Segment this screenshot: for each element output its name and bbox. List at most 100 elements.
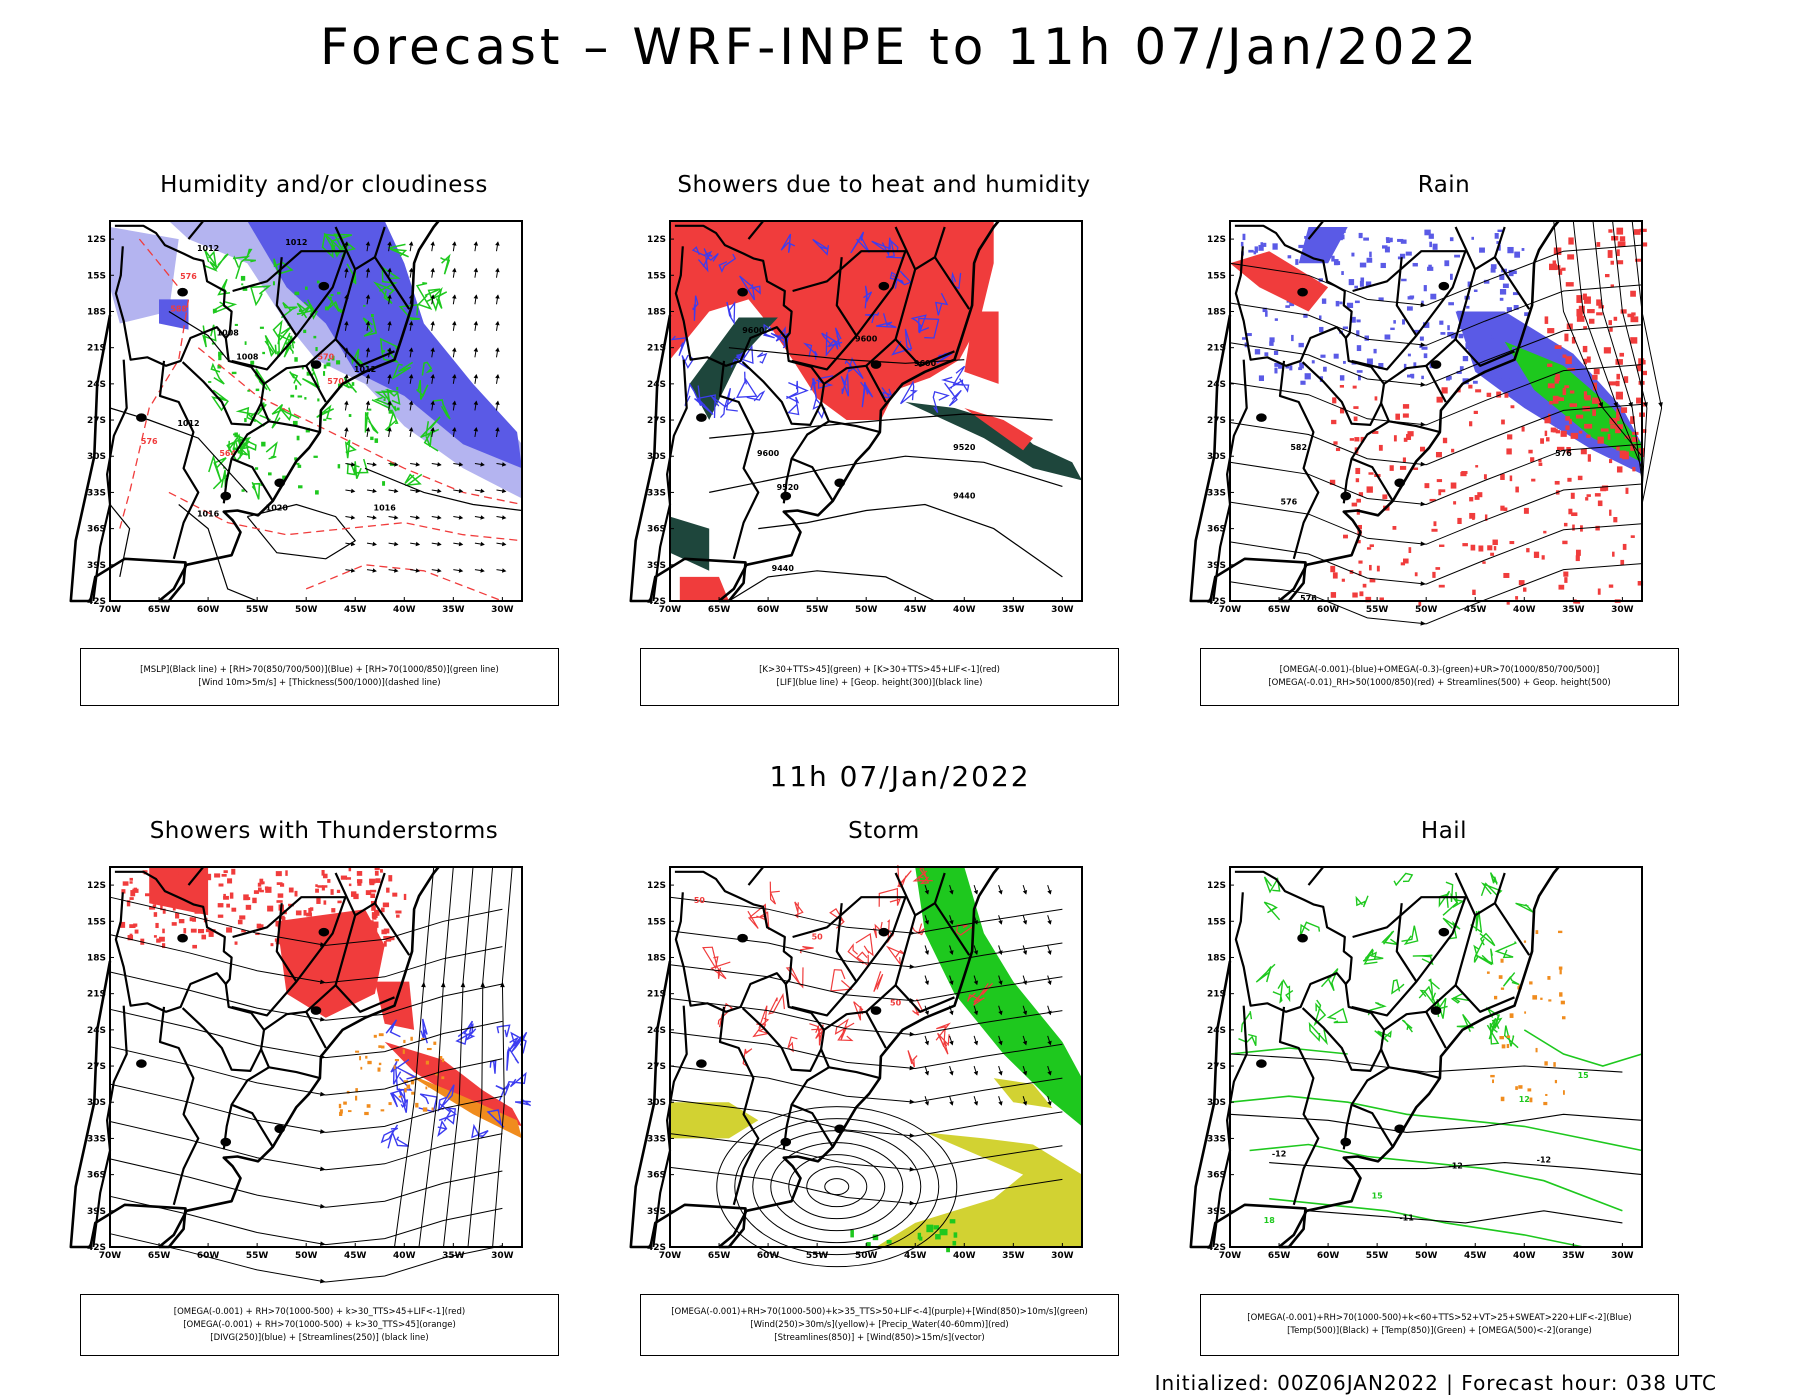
lat-tick-label: 27S <box>87 416 106 426</box>
lon-tick-label: 65W <box>1268 1251 1291 1261</box>
contour-label: 1008 <box>217 329 240 338</box>
panel-title: Showers with Thunderstorms <box>149 818 499 844</box>
contour-label: 588 <box>170 304 187 313</box>
contour-label: 50 <box>812 932 824 941</box>
lat-tick-label: 33S <box>1207 488 1226 498</box>
contour-label: -11 <box>1399 1213 1414 1222</box>
contour-label: 15 <box>1578 1071 1590 1080</box>
lon-tick-label: 35W <box>1002 1251 1025 1261</box>
contour-label: 15 <box>1372 1192 1384 1201</box>
lon-tick-label: 70W <box>659 605 682 615</box>
lat-tick-label: 30S <box>647 1098 666 1108</box>
legend-caption: [MSLP](Black line) + [RH>70(850/700/500)… <box>80 648 559 706</box>
caption-line: [OMEGA(-0.01)_RH>50(1000/850)(red) + Str… <box>1268 678 1611 688</box>
lat-tick-label: 21S <box>647 990 666 1000</box>
map-hail: -12 -12 -12 -11 12 15 15 18 12S 15S 18S 21S 24S 27S 30… <box>1189 866 1643 1261</box>
lon-tick-label: 30W <box>1611 1251 1634 1261</box>
contour-label: 50 <box>694 896 706 905</box>
lat-tick-label: 18S <box>1207 953 1226 963</box>
legend-caption: [OMEGA(-0.001)+RH>70(1000-500)+k>35_TTS>… <box>640 1294 1119 1356</box>
lat-tick-label: 39S <box>647 561 666 571</box>
caption-line: [Wind(250)>30m/s](yellow)+ [Precip_Water… <box>750 1319 1009 1330</box>
map-rain: 582 576 576 576 12S 15S 18S 21S 24S 27S 30S 33S 36S 3… <box>1189 220 1663 626</box>
panel-title: Humidity and/or cloudiness <box>160 172 488 198</box>
contour-label: 1020 <box>266 504 289 513</box>
lat-tick-label: 39S <box>87 1207 106 1217</box>
map-humidity: 1012101210081008101210161020101610125765… <box>69 220 523 615</box>
lat-tick-label: 18S <box>87 307 106 317</box>
lat-tick-label: 12S <box>647 235 666 245</box>
lat-tick-label: 15S <box>87 917 106 927</box>
lon-tick-label: 50W <box>1415 605 1438 615</box>
contour-label: 564 <box>219 449 236 458</box>
lat-tick-label: 24S <box>1207 380 1226 390</box>
caption-line: [OMEGA(-0.001) + RH>70(1000-500) + k>30_… <box>183 1319 456 1330</box>
lat-tick-label: 15S <box>647 917 666 927</box>
lat-tick-label: 15S <box>1207 917 1226 927</box>
map-storm: 50 50 50 12S 15S 18S 21S 24S 27S 30S 33S 36S 39S 42S7… <box>629 865 1083 1268</box>
lon-tick-label: 45W <box>344 605 367 615</box>
lon-tick-label: 45W <box>904 605 927 615</box>
contour-label: -12 <box>1272 1150 1286 1159</box>
lon-tick-label: 65W <box>148 1251 171 1261</box>
lon-tick-label: 70W <box>99 1251 122 1261</box>
contour-label: 1012 <box>285 238 307 247</box>
contour-label: 9440 <box>772 564 795 573</box>
lat-tick-label: 12S <box>1207 881 1226 891</box>
lat-tick-label: 27S <box>647 416 666 426</box>
lat-tick-label: 33S <box>87 1134 106 1144</box>
contour-label: 582 <box>1290 443 1307 452</box>
legend-caption: [OMEGA(-0.001)-(blue)+OMEGA(-0.3)-(green… <box>1200 648 1679 706</box>
coastline-borders <box>69 866 440 1249</box>
lat-tick-label: 27S <box>647 1062 666 1072</box>
contour-label: 576 <box>141 437 158 446</box>
lat-tick-label: 33S <box>647 488 666 498</box>
lat-tick-label: 33S <box>1207 1134 1226 1144</box>
caption-line: [OMEGA(-0.001) + RH>70(1000-500) + k>30_… <box>173 1306 466 1317</box>
lon-tick-label: 50W <box>295 605 318 615</box>
lon-tick-label: 35W <box>442 1251 465 1261</box>
caption-line: [MSLP](Black line) + [RH>70(850/700/500)… <box>140 665 499 675</box>
lat-tick-label: 39S <box>1207 561 1226 571</box>
lon-tick-label: 30W <box>491 605 514 615</box>
lat-tick-label: 33S <box>87 488 106 498</box>
contour-label: 1012 <box>197 244 219 253</box>
panel-hail: Hail -12 -12 -12 -11 12 15 15 18 12S 15S 18S 21S 24S… <box>1184 818 1704 1378</box>
lat-tick-label: 12S <box>647 881 666 891</box>
contour-label: 1008 <box>236 353 259 362</box>
lon-tick-label: 65W <box>148 605 171 615</box>
lat-tick-label: 24S <box>647 380 666 390</box>
panel-title: Hail <box>1420 818 1468 844</box>
lon-tick-label: 30W <box>491 1251 514 1261</box>
legend-caption: [K>30+TTS>45](green) + [K>30+TTS>45+LIF<… <box>640 648 1119 706</box>
lon-tick-label: 60W <box>1317 1251 1340 1261</box>
lat-tick-label: 18S <box>1207 307 1226 317</box>
caption-line: [Wind 10m>5m/s] + [Thickness(500/1000)](… <box>198 678 441 688</box>
contour-label: 12 <box>1519 1095 1530 1104</box>
lat-tick-label: 42S <box>87 1243 106 1253</box>
lat-tick-label: 36S <box>1207 525 1226 535</box>
lon-tick-label: 65W <box>708 605 731 615</box>
contour-label: 576 <box>1555 449 1572 458</box>
lat-tick-label: 36S <box>87 525 106 535</box>
lat-tick-label: 39S <box>647 1207 666 1217</box>
panel-storm: Storm 50 50 50 12S 15S 18S 21S 24S 27S 30S 33S 36S 3… <box>624 818 1144 1378</box>
lat-tick-label: 21S <box>1207 990 1226 1000</box>
lon-tick-label: 70W <box>1219 605 1242 615</box>
contour-label: 576 <box>1281 497 1298 506</box>
lon-tick-label: 35W <box>442 605 465 615</box>
lon-tick-label: 35W <box>1562 605 1585 615</box>
lon-tick-label: 40W <box>1513 1251 1536 1261</box>
coastline-borders <box>1189 866 1560 1249</box>
lat-tick-label: 18S <box>647 953 666 963</box>
lon-tick-label: 40W <box>1513 605 1536 615</box>
lat-tick-label: 15S <box>87 271 106 281</box>
lat-tick-label: 21S <box>1207 344 1226 354</box>
caption-line: [Temp(500)](Black) + [Temp(850)](Green) … <box>1287 1326 1592 1336</box>
lon-tick-label: 55W <box>806 1251 829 1261</box>
lat-tick-label: 36S <box>87 1171 106 1181</box>
coastline-borders <box>69 220 440 603</box>
lon-tick-label: 60W <box>1317 605 1340 615</box>
legend-caption: [OMEGA(-0.001)+RH>70(1000-500)+k<60+TTS>… <box>1200 1294 1679 1356</box>
lat-tick-label: 30S <box>87 452 106 462</box>
